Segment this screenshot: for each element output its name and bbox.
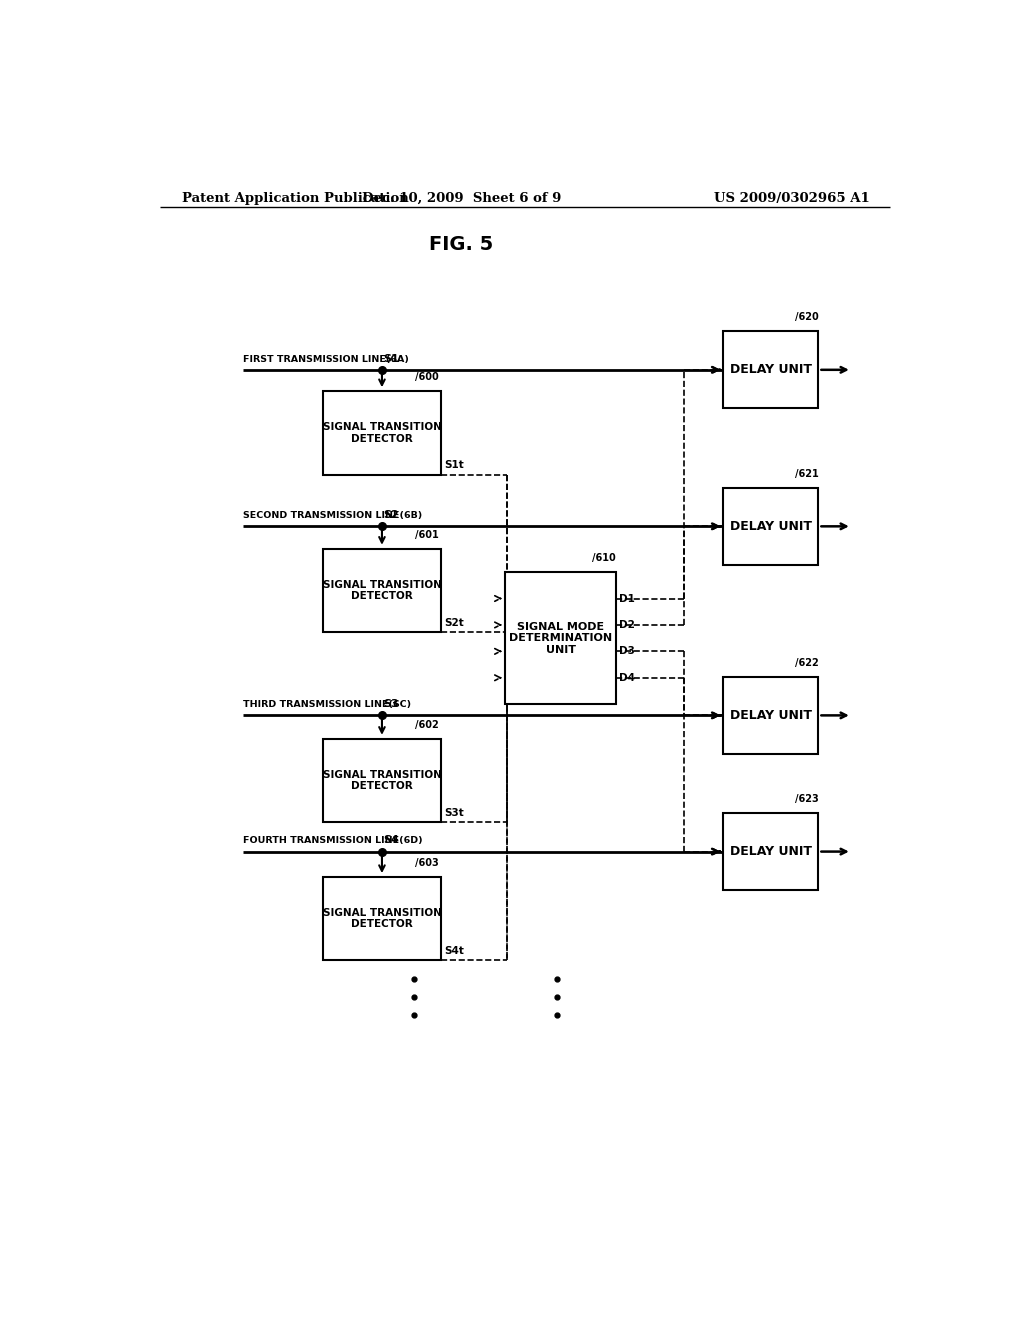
Text: FIG. 5: FIG. 5: [429, 235, 494, 253]
Text: D1: D1: [620, 594, 635, 603]
Text: SIGNAL TRANSITION
DETECTOR: SIGNAL TRANSITION DETECTOR: [323, 422, 441, 444]
Text: SECOND TRANSMISSION LINE(6B): SECOND TRANSMISSION LINE(6B): [243, 511, 422, 520]
Text: Patent Application Publication: Patent Application Publication: [182, 191, 409, 205]
Text: /603: /603: [416, 858, 439, 867]
Text: /623: /623: [795, 793, 818, 804]
FancyBboxPatch shape: [505, 572, 616, 704]
Text: THIRD TRANSMISSION LINE(6C): THIRD TRANSMISSION LINE(6C): [243, 701, 412, 709]
Text: SIGNAL MODE
DETERMINATION
UNIT: SIGNAL MODE DETERMINATION UNIT: [509, 622, 612, 655]
FancyBboxPatch shape: [723, 487, 818, 565]
Text: D2: D2: [620, 620, 635, 630]
Text: S3: S3: [384, 700, 399, 709]
Text: S1t: S1t: [443, 461, 464, 470]
FancyBboxPatch shape: [723, 331, 818, 408]
Text: /600: /600: [416, 372, 439, 381]
Text: DELAY UNIT: DELAY UNIT: [730, 520, 812, 533]
Text: Dec. 10, 2009  Sheet 6 of 9: Dec. 10, 2009 Sheet 6 of 9: [361, 191, 561, 205]
Text: /601: /601: [416, 529, 439, 540]
Text: DELAY UNIT: DELAY UNIT: [730, 845, 812, 858]
FancyBboxPatch shape: [324, 549, 440, 632]
FancyBboxPatch shape: [324, 739, 440, 822]
Text: /621: /621: [795, 469, 818, 479]
Text: D4: D4: [620, 673, 635, 682]
Text: /620: /620: [795, 312, 818, 322]
Text: S1: S1: [384, 354, 399, 364]
Text: SIGNAL TRANSITION
DETECTOR: SIGNAL TRANSITION DETECTOR: [323, 770, 441, 791]
Text: /602: /602: [416, 719, 439, 730]
FancyBboxPatch shape: [324, 391, 440, 474]
Text: US 2009/0302965 A1: US 2009/0302965 A1: [715, 191, 870, 205]
FancyBboxPatch shape: [723, 677, 818, 754]
Text: FOURTH TRANSMISSION LINE(6D): FOURTH TRANSMISSION LINE(6D): [243, 837, 423, 846]
Text: S3t: S3t: [443, 808, 464, 818]
Text: FIRST TRANSMISSION LINE(6A): FIRST TRANSMISSION LINE(6A): [243, 355, 409, 364]
Text: DELAY UNIT: DELAY UNIT: [730, 363, 812, 376]
Text: D3: D3: [620, 647, 635, 656]
Text: DELAY UNIT: DELAY UNIT: [730, 709, 812, 722]
Text: S4: S4: [384, 836, 399, 846]
Text: S2: S2: [384, 511, 399, 520]
Text: S4t: S4t: [443, 946, 464, 956]
Text: S2t: S2t: [443, 618, 464, 628]
FancyBboxPatch shape: [723, 813, 818, 890]
Text: SIGNAL TRANSITION
DETECTOR: SIGNAL TRANSITION DETECTOR: [323, 908, 441, 929]
Text: /622: /622: [795, 657, 818, 668]
Text: SIGNAL TRANSITION
DETECTOR: SIGNAL TRANSITION DETECTOR: [323, 579, 441, 601]
Text: /610: /610: [592, 553, 616, 562]
FancyBboxPatch shape: [324, 876, 440, 961]
